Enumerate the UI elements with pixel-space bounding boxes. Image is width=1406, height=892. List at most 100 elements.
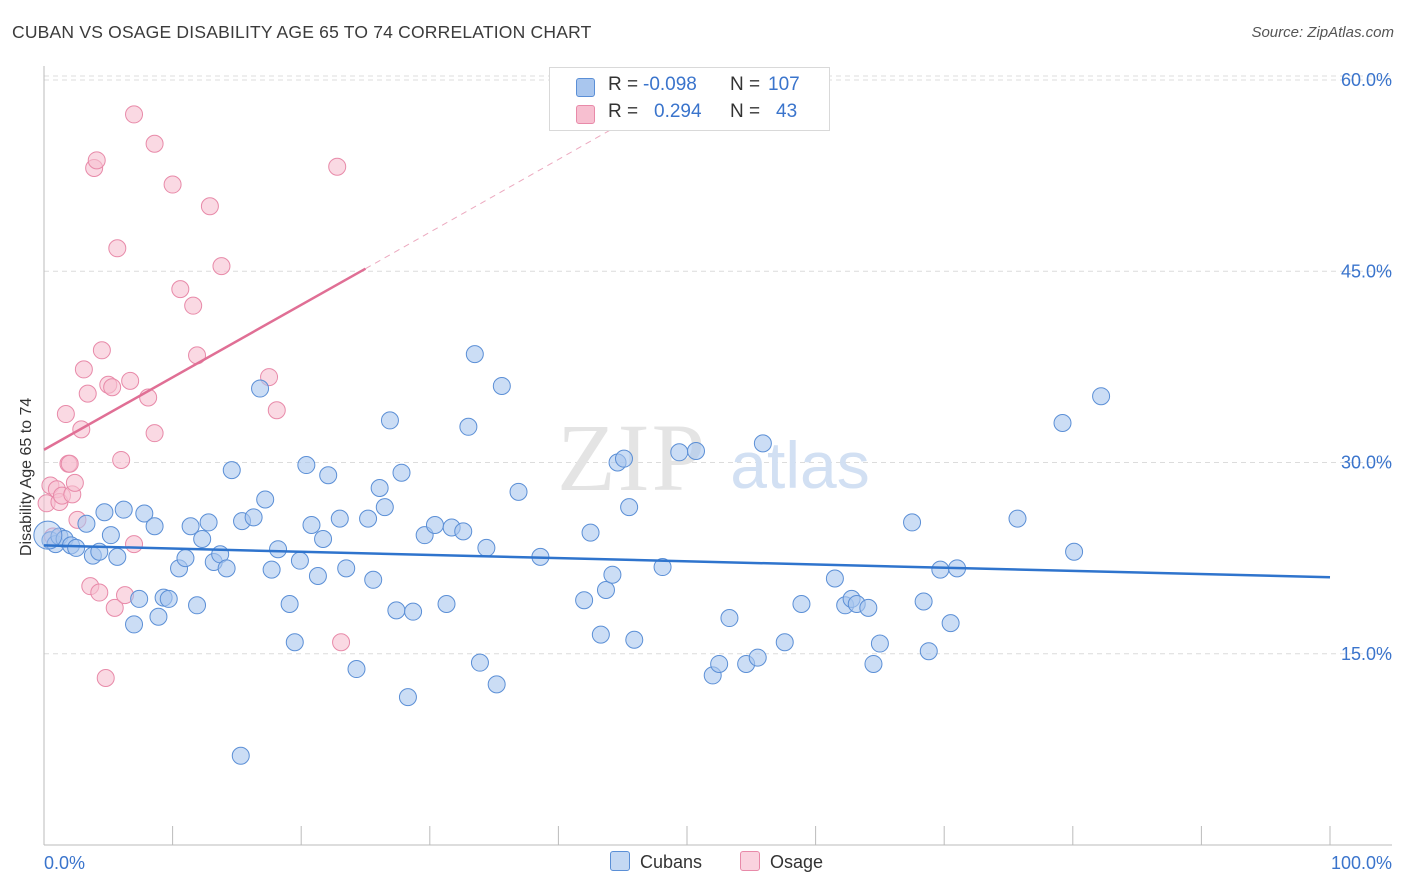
cubans-point <box>297 456 316 475</box>
legend-r-value: 0.294 <box>654 101 702 122</box>
cubans-point <box>251 379 270 398</box>
legend-n-label: N = <box>730 74 761 95</box>
osage-point <box>328 157 347 176</box>
cubans-point <box>231 746 250 765</box>
cubans-point <box>387 601 406 620</box>
osage-point <box>108 239 127 258</box>
osage-point <box>92 341 111 360</box>
legend-n-label: N = <box>730 101 761 122</box>
cubans-point <box>470 653 489 672</box>
cubans-point <box>256 490 275 509</box>
cubans-point <box>919 642 938 661</box>
x-min-label: 0.0% <box>44 853 85 873</box>
cubans-point <box>269 540 288 559</box>
legend-r-label: R = <box>608 101 639 122</box>
cubans-point <box>262 560 281 579</box>
osage-point <box>125 105 144 124</box>
osage-legend-label: Osage <box>770 852 824 872</box>
cubans-point <box>596 581 615 599</box>
cubans-point <box>775 633 794 652</box>
cubans-point <box>591 625 610 644</box>
cubans-point <box>903 513 922 532</box>
cubans-point <box>753 434 772 453</box>
legend-item-cubans[interactable]: Cubans <box>610 851 702 873</box>
osage-point <box>103 378 122 397</box>
trend-lines <box>43 115 1331 579</box>
cubans-point <box>392 463 411 482</box>
osage-point <box>56 405 75 424</box>
legend-n-value: 107 <box>768 74 800 95</box>
cubans-point <box>825 569 844 588</box>
legend-r-label: R = <box>608 74 639 95</box>
cubans-point <box>477 538 496 557</box>
osage-point <box>145 424 164 443</box>
cubans-point <box>620 498 639 517</box>
osage-point <box>163 175 182 194</box>
cubans-point <box>337 559 356 578</box>
cubans-point <box>130 589 149 608</box>
cubans-point <box>1065 542 1084 561</box>
cubans-point <box>375 498 394 517</box>
cubans-trend-line <box>43 544 1331 579</box>
cubans-point <box>870 634 889 653</box>
chart-title: CUBAN VS OSAGE DISABILITY AGE 65 TO 74 C… <box>12 22 592 42</box>
cubans-point <box>1092 387 1111 406</box>
x-max-label: 100.0% <box>1331 853 1392 873</box>
cubans-point <box>77 514 96 533</box>
cubans-point <box>864 654 883 673</box>
legend-row-osage: R = 0.294 N = 43 <box>550 101 829 127</box>
cubans-point <box>285 633 304 652</box>
y-tick-label: 30.0% <box>1341 453 1392 473</box>
cubans-point <box>653 558 672 577</box>
cubans-point <box>670 443 689 462</box>
cubans-point <box>181 517 200 536</box>
cubans-point <box>792 595 811 614</box>
cubans-point <box>159 589 178 608</box>
osage-swatch <box>576 105 595 124</box>
osage-point <box>125 535 144 554</box>
cubans-point <box>370 479 389 497</box>
osage-point <box>184 296 203 315</box>
cubans-point <box>710 654 729 673</box>
legend-n-value: 43 <box>776 101 798 122</box>
cubans-point <box>108 547 127 566</box>
cubans-point <box>188 596 207 615</box>
cubans-point <box>125 615 144 634</box>
cubans-point <box>67 538 86 557</box>
legend-item-osage[interactable]: Osage <box>740 851 823 873</box>
cubans-point <box>114 500 133 519</box>
cubans-point <box>687 442 706 461</box>
y-tick-label: 45.0% <box>1341 261 1392 281</box>
cubans-point <box>217 559 236 578</box>
cubans-point <box>575 591 594 610</box>
osage-point <box>74 360 93 379</box>
cubans-legend-swatch <box>610 851 630 871</box>
cubans-point <box>459 417 478 436</box>
osage-point <box>90 583 109 602</box>
cubans-point <box>319 466 338 485</box>
y-tick-label: 60.0% <box>1341 70 1392 90</box>
osage-point <box>171 280 190 299</box>
y-tick-label: 15.0% <box>1341 644 1392 664</box>
cubans-point <box>308 566 327 585</box>
cubans-point <box>314 530 333 548</box>
legend-r-value: -0.098 <box>643 74 697 95</box>
cubans-point <box>941 614 960 633</box>
cubans-point <box>914 592 933 611</box>
source-credit: Source: ZipAtlas.com <box>1251 24 1394 41</box>
cubans-legend-label: Cubans <box>640 852 703 872</box>
cubans-point <box>487 675 506 694</box>
cubans-point <box>509 482 528 501</box>
cubans-point <box>380 411 399 430</box>
cubans-point <box>859 598 878 617</box>
osage-point <box>65 473 84 492</box>
cubans-point <box>280 595 299 614</box>
watermark-atlas: atlas <box>730 428 869 502</box>
correlation-legend: R = -0.098 N = 107 R = 0.294 N = 43 <box>549 67 830 131</box>
osage-point <box>105 598 124 617</box>
cubans-point <box>748 648 767 667</box>
osage-series <box>37 105 351 687</box>
osage-point <box>78 384 97 403</box>
cubans-point <box>364 570 383 589</box>
